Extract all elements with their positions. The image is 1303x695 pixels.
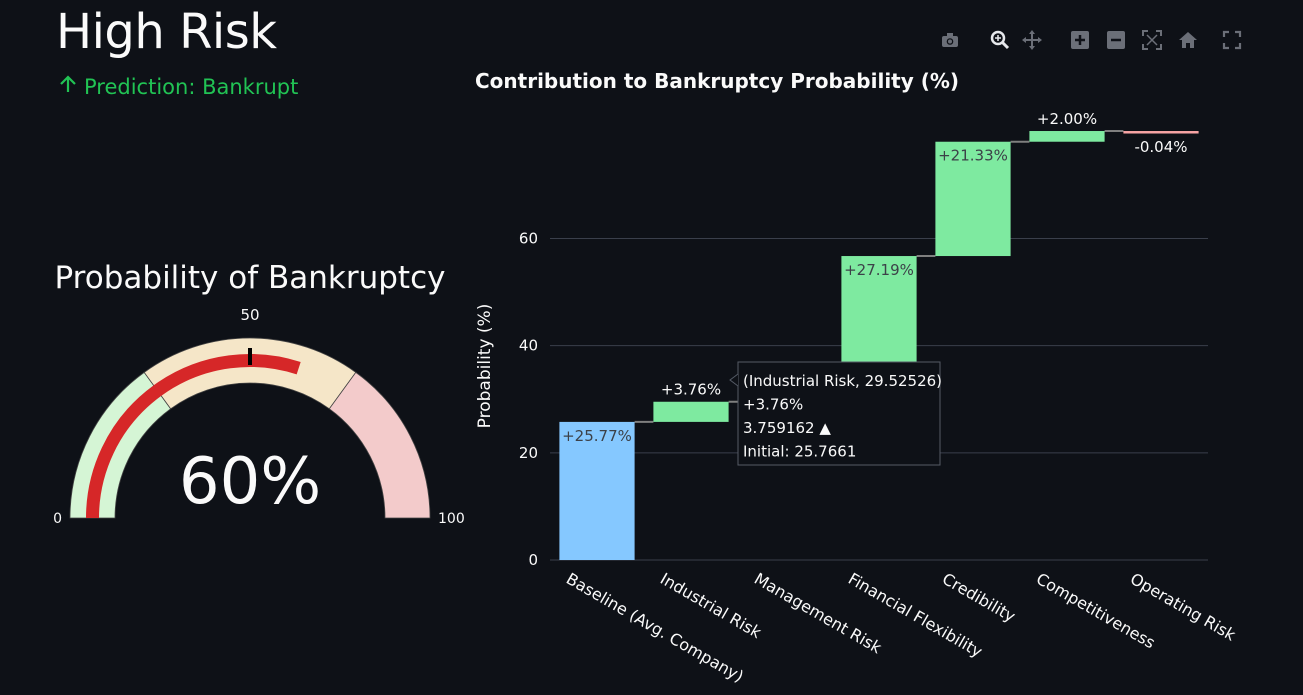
x-tick-label: Baseline (Avg. Company) [563, 569, 747, 686]
tooltip-line: 3.759162 ▲ [743, 419, 831, 437]
zoom-icon[interactable] [986, 26, 1014, 54]
y-tick-label: 60 [519, 229, 538, 247]
waterfall-bar[interactable] [1123, 131, 1199, 134]
gauge-title: Probability of Bankruptcy [55, 260, 446, 296]
gauge-value-bar [86, 354, 301, 519]
waterfall-bar[interactable] [653, 401, 729, 422]
y-tick-label: 40 [519, 337, 538, 355]
home-icon[interactable] [1174, 26, 1202, 54]
bar-value-label: +25.77% [562, 427, 632, 445]
gauge-max-label: 100 [438, 511, 465, 527]
metric-delta-text: Prediction: Bankrupt [84, 75, 299, 99]
y-tick-label: 0 [528, 551, 538, 569]
tooltip-line: +3.76% [743, 396, 803, 414]
arrow-up-icon [58, 74, 78, 100]
waterfall-chart: Contribution to Bankruptcy Probability (… [475, 69, 1240, 686]
chart-modebar [936, 26, 1246, 54]
bankruptcy-gauge: Probability of Bankruptcy 50 0 100 60% [53, 260, 465, 527]
chart-title: Contribution to Bankruptcy Probability (… [475, 69, 959, 93]
camera-icon[interactable] [936, 26, 964, 54]
bar-value-label: -0.04% [1134, 138, 1187, 156]
pan-icon[interactable] [1018, 26, 1046, 54]
bar-value-label: +2.00% [1037, 110, 1097, 128]
y-tick-label: 20 [519, 444, 538, 462]
metric-delta: Prediction: Bankrupt [58, 74, 298, 100]
waterfall-bar[interactable] [935, 141, 1011, 257]
waterfall-bar[interactable] [559, 421, 635, 560]
hover-tooltip: (Industrial Risk, 29.52526) +3.76% 3.75916… [729, 361, 942, 466]
metric-label: High Risk [56, 4, 277, 60]
gauge-tick-label: 50 [240, 306, 259, 324]
bar-value-label: +27.19% [844, 261, 914, 279]
autoscale-icon[interactable] [1138, 26, 1166, 54]
bar-value-label: +3.76% [661, 381, 721, 399]
gauge-step-2 [328, 371, 431, 519]
gauge-value: 60% [179, 445, 321, 519]
zoom-out-icon[interactable] [1102, 26, 1130, 54]
fullscreen-icon[interactable] [1218, 26, 1246, 54]
waterfall-bar[interactable] [1029, 131, 1105, 142]
tooltip-line: Initial: 25.7661 [743, 443, 856, 461]
bar-value-label: +21.33% [938, 147, 1008, 165]
zoom-in-icon[interactable] [1066, 26, 1094, 54]
gauge-min-label: 0 [53, 511, 62, 527]
y-axis-label: Probability (%) [475, 304, 495, 429]
tooltip-line: (Industrial Risk, 29.52526) [743, 372, 942, 390]
x-tick-label: Credibility [939, 569, 1019, 626]
